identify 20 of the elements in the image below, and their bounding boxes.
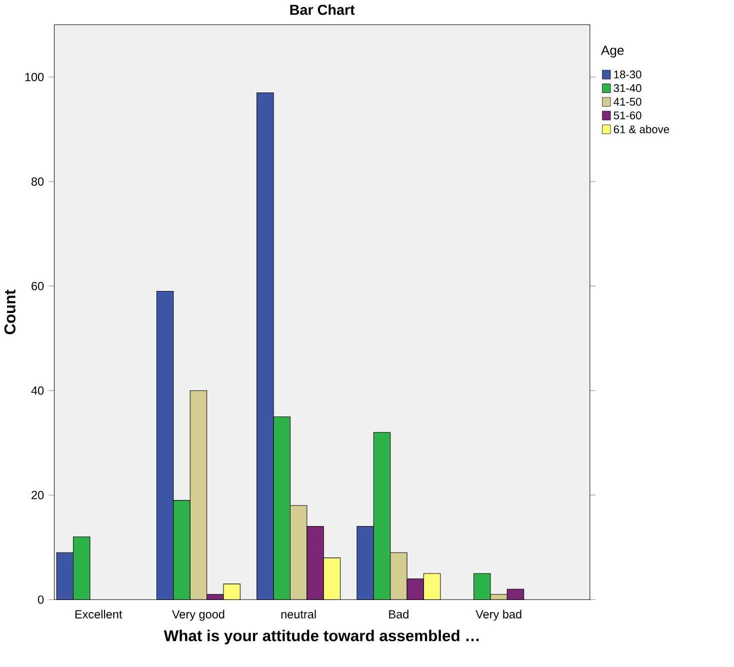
legend-label: 61 & above (614, 124, 670, 134)
y-tick-label: 80 (32, 177, 44, 186)
y-tick-label: 100 (25, 72, 44, 82)
y-tick-label: 20 (32, 490, 44, 500)
y-axis-title: Count (4, 290, 16, 334)
legend-label: 18-30 (614, 70, 642, 78)
legend-label: 51-60 (614, 111, 642, 120)
y-tick-label: 60 (32, 282, 44, 290)
x-tick-label: Excellent (75, 610, 122, 618)
x-tick-label: neutral (281, 610, 316, 618)
legend-title: Age (600, 46, 624, 58)
x-tick-label: Bad (389, 610, 408, 618)
x-axis-title: What is your attitude toward assembled … (164, 630, 479, 644)
legend-label: 41-50 (614, 98, 642, 106)
chart-title: Bar Chart (290, 4, 355, 15)
legend-label: 31-40 (614, 84, 642, 92)
y-tick-label: 40 (31, 386, 44, 395)
x-tick-label: Very bad (476, 610, 522, 621)
x-tick-label: Very good (172, 610, 224, 621)
y-tick-label: 0 (38, 595, 44, 604)
